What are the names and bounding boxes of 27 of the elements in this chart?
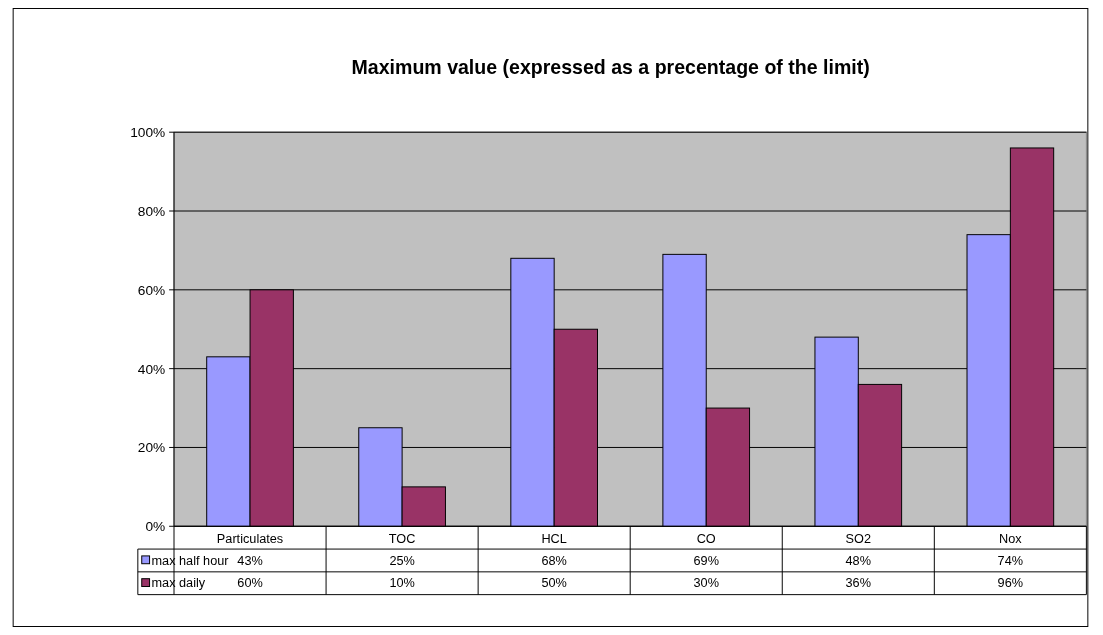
data-label: 43%	[237, 552, 263, 568]
data-label: 48%	[845, 552, 872, 568]
data-label: 10%	[389, 575, 415, 591]
data-label: 60%	[237, 575, 263, 591]
x-tick-label: SO2	[845, 530, 871, 546]
data-label: 30%	[693, 575, 719, 591]
x-tick-label: Nox	[999, 530, 1023, 546]
data-label: 96%	[997, 575, 1024, 591]
y-tick-label: 0%	[145, 519, 166, 535]
data-label: 50%	[541, 575, 567, 591]
legend-label: max daily	[151, 575, 206, 591]
data-label: 36%	[845, 575, 872, 591]
y-tick-label: 20%	[137, 440, 166, 456]
x-tick-label: CO	[696, 530, 716, 546]
x-tick-label: Particulates	[216, 530, 284, 546]
data-label: 68%	[541, 552, 567, 568]
data-label: 74%	[997, 552, 1024, 568]
y-tick-label: 60%	[137, 282, 166, 298]
y-tick-label: 80%	[137, 203, 166, 219]
x-tick-label: HCL	[541, 530, 567, 546]
y-tick-label: 100%	[130, 125, 166, 141]
chart-title: Maximum value (expressed as a precentage of the limit)	[351, 56, 870, 79]
legend-label: max half hour	[151, 552, 230, 568]
y-tick-label: 40%	[137, 361, 166, 377]
data-label: 69%	[693, 552, 719, 568]
x-tick-label: TOC	[388, 530, 416, 546]
data-label: 25%	[389, 552, 415, 568]
